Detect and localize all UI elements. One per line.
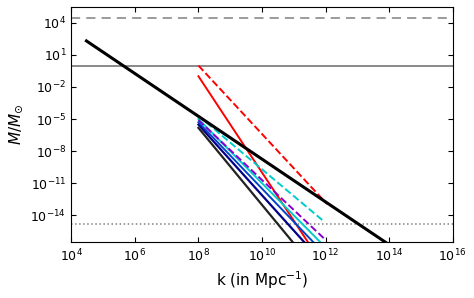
Y-axis label: $M/M_{\odot}$: $M/M_{\odot}$ xyxy=(7,104,25,145)
X-axis label: k (in Mpc$^{-1}$): k (in Mpc$^{-1}$) xyxy=(216,269,308,291)
